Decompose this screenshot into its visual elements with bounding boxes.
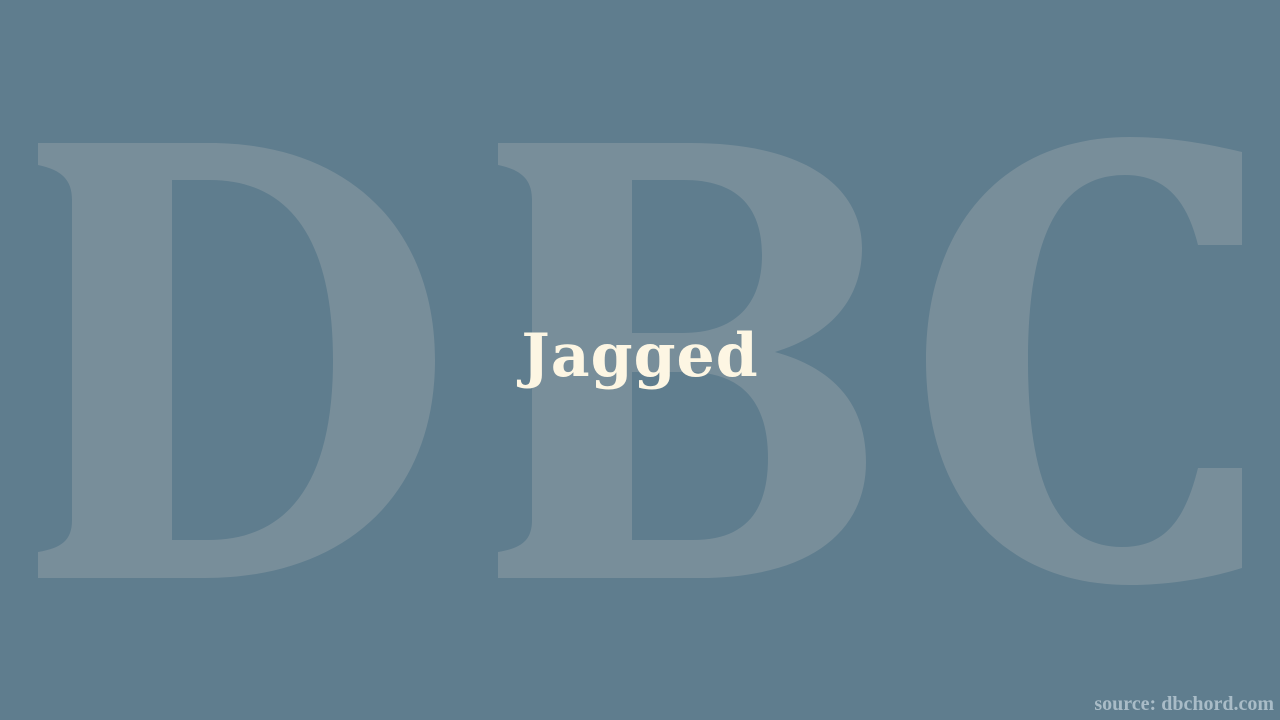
watermark-letter-c bbox=[926, 137, 1242, 585]
source-credit: source: dbchord.com bbox=[1094, 693, 1274, 715]
slide-title: Jagged bbox=[521, 321, 759, 391]
watermark-letter-d bbox=[38, 143, 435, 578]
watermark-letter-b bbox=[498, 143, 866, 578]
